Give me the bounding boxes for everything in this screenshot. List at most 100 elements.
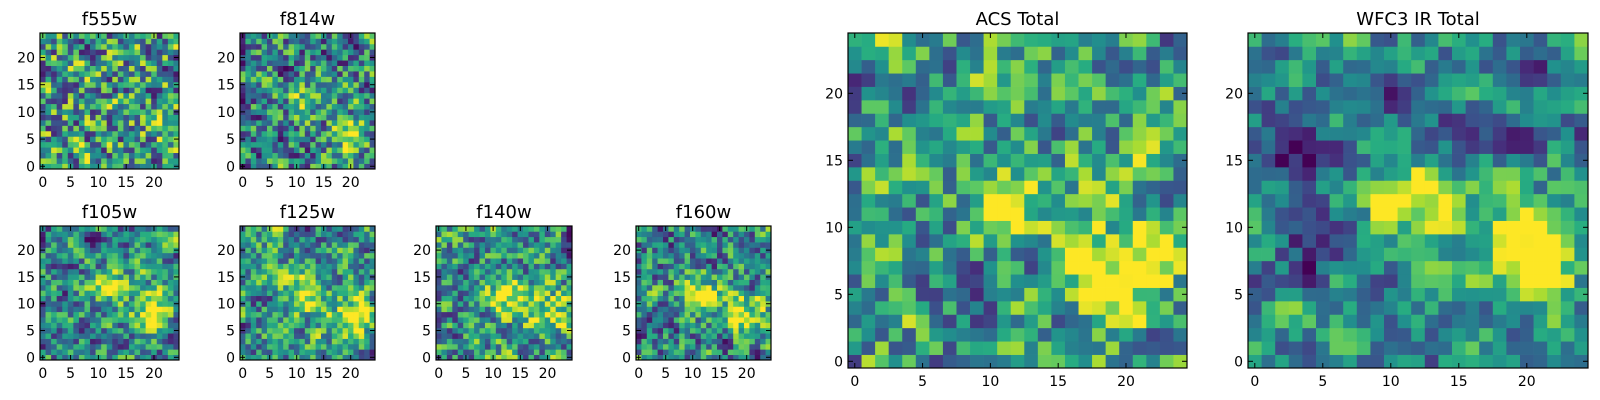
heatmap-cell	[902, 180, 917, 195]
heatmap-cell	[533, 274, 540, 280]
heatmap-cell	[733, 263, 739, 270]
heatmap-cell	[463, 252, 469, 259]
heatmap-cell	[294, 333, 300, 339]
heatmap-cell	[40, 338, 46, 345]
heatmap-cell	[134, 141, 141, 148]
heatmap-cell	[294, 301, 300, 307]
heatmap-cell	[358, 109, 365, 115]
heatmap-cell	[299, 242, 306, 248]
heatmap-cell	[277, 98, 284, 105]
heatmap-cell	[342, 152, 349, 159]
heatmap-cell	[1064, 234, 1079, 248]
heatmap-cell	[717, 274, 723, 280]
heatmap-cell	[90, 279, 96, 286]
heatmap-cell	[468, 242, 475, 248]
heatmap-cell	[942, 59, 957, 74]
heatmap-cell	[106, 247, 113, 254]
heatmap-cell	[1547, 260, 1562, 275]
heatmap-cell	[337, 338, 343, 345]
heatmap-cell	[95, 158, 102, 164]
heatmap-cell	[315, 109, 322, 115]
heatmap-cell	[294, 338, 300, 345]
heatmap-cell	[679, 274, 685, 280]
heatmap-cell	[474, 327, 480, 334]
heatmap-cell	[484, 338, 491, 345]
heatmap-cell	[272, 120, 279, 126]
heatmap-cell	[134, 317, 141, 323]
heatmap-cell	[523, 338, 529, 345]
heatmap-cell	[358, 252, 365, 259]
heatmap-cell	[45, 109, 52, 115]
heatmap-cell	[646, 343, 653, 350]
heatmap-cell	[95, 87, 102, 94]
heatmap-cell	[501, 349, 508, 355]
heatmap-cell	[1465, 314, 1480, 329]
heatmap-cell	[446, 354, 453, 361]
heatmap-cell	[441, 284, 448, 291]
heatmap-cell	[106, 322, 113, 329]
heatmap-cell	[156, 109, 163, 115]
heatmap-cell	[51, 295, 58, 302]
heatmap-cell	[684, 274, 691, 280]
heatmap-cell	[84, 317, 91, 323]
heatmap-cell	[902, 126, 917, 141]
heatmap-cell	[167, 290, 174, 297]
heatmap-cell	[67, 252, 74, 259]
heatmap-cell	[1356, 341, 1371, 355]
heatmap-cell	[956, 260, 971, 275]
heatmap-cell	[652, 343, 658, 350]
heatmap-cell	[983, 207, 998, 221]
heatmap-cell	[62, 354, 69, 361]
heatmap-cell	[73, 163, 80, 170]
heatmap-cell	[888, 180, 903, 195]
heatmap-cell	[457, 258, 464, 264]
heatmap-cell	[1146, 341, 1161, 355]
heatmap-cell	[673, 354, 680, 361]
heatmap-cell	[294, 114, 300, 121]
heatmap-cell	[134, 65, 141, 72]
heatmap-cell	[326, 87, 333, 94]
heatmap-cell	[315, 65, 322, 72]
heatmap-cell	[1492, 207, 1507, 221]
heatmap-cell	[1119, 167, 1134, 181]
heatmap-cell	[331, 120, 338, 126]
heatmap-cell	[915, 46, 930, 61]
heatmap-cell	[646, 242, 653, 248]
heatmap-cell	[684, 327, 691, 334]
heatmap-cell	[123, 87, 130, 94]
heatmap-cell	[90, 274, 96, 280]
heatmap-cell	[1438, 314, 1453, 329]
heatmap-cell	[140, 322, 146, 329]
heatmap-cell	[848, 167, 862, 181]
heatmap-cell	[765, 279, 772, 286]
heatmap-cell	[67, 130, 74, 137]
heatmap-cell	[861, 354, 876, 369]
heatmap-cell	[288, 322, 295, 329]
heatmap-cell	[348, 284, 354, 291]
heatmap-cell	[550, 236, 557, 243]
heatmap-cell	[684, 317, 691, 323]
heatmap-cell	[512, 226, 518, 232]
heatmap-cell	[468, 231, 475, 238]
heatmap-cell	[288, 65, 295, 72]
heatmap-cell	[1092, 59, 1106, 74]
heatmap-cell	[112, 322, 119, 329]
heatmap-cell	[342, 163, 349, 170]
heatmap-cell	[369, 33, 376, 39]
heatmap-cell	[256, 247, 262, 254]
heatmap-cell	[123, 236, 130, 243]
heatmap-cell	[754, 327, 761, 334]
heatmap-cell	[245, 65, 252, 72]
heatmap-cell	[151, 274, 158, 280]
heatmap-cell	[641, 333, 648, 339]
heatmap-cell	[140, 247, 146, 254]
heatmap-cell	[56, 317, 63, 323]
heatmap-cell	[474, 295, 480, 302]
heatmap-cell	[550, 231, 557, 238]
heatmap-cell	[673, 236, 680, 243]
heatmap-cell	[304, 295, 311, 302]
heatmap-cell	[288, 60, 295, 66]
heatmap-cell	[506, 349, 513, 355]
heatmap-cell	[452, 258, 459, 264]
